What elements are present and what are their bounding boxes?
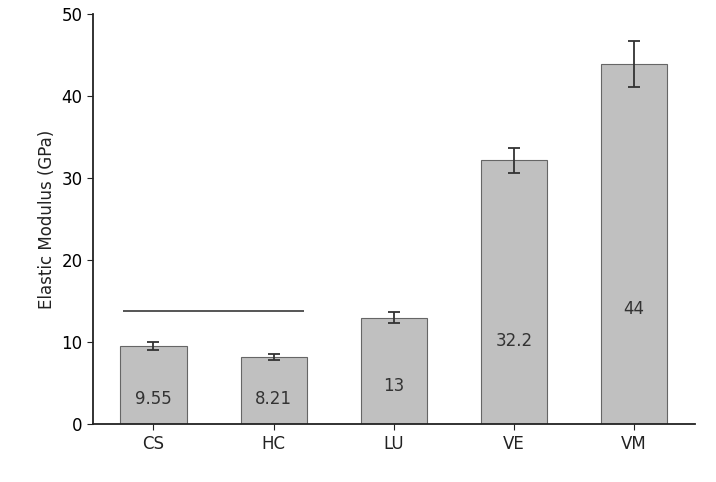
Text: 32.2: 32.2	[495, 333, 533, 350]
Y-axis label: Elastic Modulus (GPa): Elastic Modulus (GPa)	[38, 130, 56, 309]
Bar	[361, 318, 427, 424]
Bar	[241, 357, 306, 424]
Text: 44: 44	[624, 300, 644, 318]
Text: 13: 13	[383, 377, 405, 395]
Text: 9.55: 9.55	[135, 390, 172, 408]
Text: 8.21: 8.21	[255, 390, 292, 408]
Bar	[481, 161, 547, 424]
Bar	[601, 64, 667, 424]
Bar	[120, 346, 186, 424]
